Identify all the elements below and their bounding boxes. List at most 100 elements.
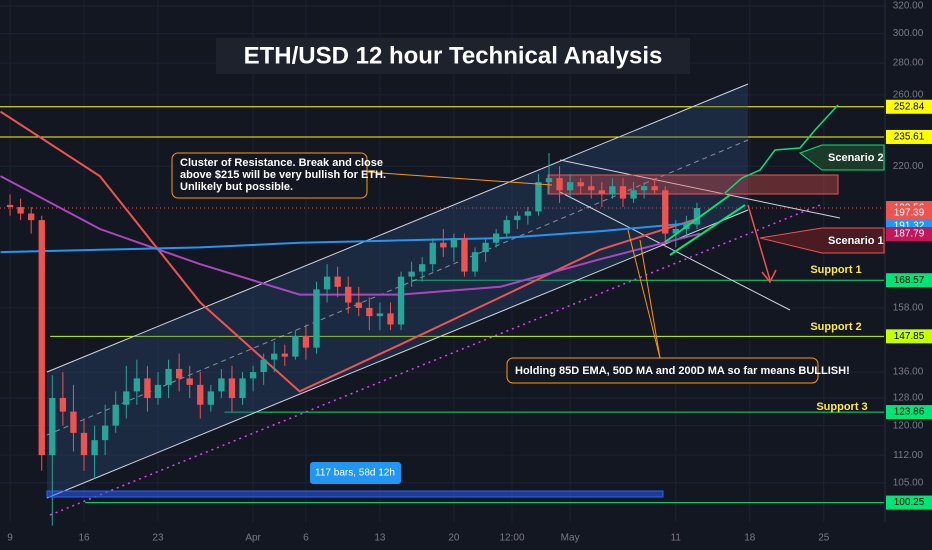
x-tick-label: 12:00 — [499, 533, 524, 544]
price-tag-label: 100.25 — [894, 497, 925, 508]
candle-body — [598, 190, 606, 195]
candle-body — [640, 186, 648, 191]
x-tick-label: 20 — [448, 533, 460, 544]
y-tick-label: 136.00 — [893, 367, 924, 378]
candle-body — [566, 182, 574, 191]
support-label: Support 2 — [810, 321, 861, 333]
price-tag-label: 191.32 — [894, 221, 925, 232]
descending-line — [559, 159, 841, 219]
note-text: Unlikely but possible. — [180, 181, 293, 193]
y-tick-label: 260.00 — [893, 89, 924, 100]
candle-body — [556, 178, 563, 191]
x-tick-label: 18 — [744, 533, 756, 544]
price-tag-label: 187.79 — [894, 229, 925, 240]
note-box — [506, 357, 819, 384]
x-tick-label: 25 — [818, 533, 830, 544]
price-tag-label: 147.85 — [894, 331, 925, 342]
range-label-box — [310, 462, 401, 484]
candle-body — [323, 276, 331, 290]
candle-body — [144, 378, 151, 399]
candle-body — [175, 368, 183, 379]
connector — [366, 171, 553, 186]
channel-lower — [46, 209, 749, 499]
trend-dotted — [49, 204, 821, 516]
y-tick-label: 128.00 — [893, 393, 924, 404]
candle-body — [630, 190, 637, 199]
y-tick-label: 105.00 — [893, 477, 924, 488]
candle-body — [376, 313, 384, 317]
scenario-box — [798, 144, 885, 171]
candle-body — [408, 271, 415, 277]
price-tag-label: 252.84 — [894, 101, 925, 112]
candle-body — [662, 190, 669, 234]
candle-body — [429, 242, 436, 265]
flag-line — [664, 194, 731, 243]
candle-body — [260, 359, 267, 373]
x-tick-label: 11 — [671, 533, 682, 544]
candle-body — [17, 207, 24, 214]
candle-body — [112, 404, 119, 426]
y-tick-label: 300.00 — [893, 28, 924, 39]
candle-body — [334, 276, 341, 287]
price-tag — [886, 129, 932, 144]
moving-average — [0, 110, 701, 393]
candle-body — [313, 289, 320, 348]
x-tick-label: May — [561, 533, 580, 544]
candle-body — [693, 208, 701, 225]
range-label: 117 bars, 58d 12h — [315, 468, 395, 479]
connector — [627, 229, 661, 359]
price-tag — [886, 205, 932, 220]
x-tick-label: 9 — [7, 533, 13, 544]
note-text: Holding 85D EMA, 50D MA and 200D MA so f… — [515, 365, 850, 377]
arrow-head — [761, 269, 777, 284]
candle-body — [28, 213, 35, 221]
candle-body — [397, 276, 405, 325]
candle-body — [91, 440, 98, 456]
support-label: Support 3 — [816, 401, 867, 413]
candle-body — [165, 368, 172, 385]
candle-body — [345, 286, 352, 303]
scenario-label: Scenario 1 (B — [828, 235, 898, 247]
scenario-label: Scenario 2 (B — [828, 152, 898, 164]
candle-body — [524, 211, 532, 216]
candle-body — [450, 238, 458, 248]
candle-body — [197, 384, 204, 405]
y-tick-label: 158.00 — [893, 303, 924, 314]
candle-body — [218, 378, 225, 392]
candle-body — [514, 215, 521, 221]
candle-body — [101, 425, 109, 441]
candle-body — [609, 186, 616, 195]
candle-body — [492, 233, 500, 243]
candle-body — [281, 353, 288, 357]
x-tick-label: 6 — [303, 533, 309, 544]
candle-body — [228, 378, 236, 399]
note-text: above $215 will be very bullish for ETH. — [180, 169, 386, 181]
candle-body — [672, 229, 679, 234]
note-box — [171, 152, 368, 199]
x-tick-label: 16 — [78, 533, 90, 544]
candle-body — [545, 178, 553, 183]
candle-body — [419, 264, 426, 272]
candle-body — [70, 411, 77, 433]
y-tick-label: 320.00 — [893, 1, 924, 12]
candle-body — [249, 372, 257, 379]
channel-upper — [46, 83, 749, 373]
candle-body — [503, 220, 510, 234]
candle-body — [366, 307, 373, 317]
candle-body — [588, 186, 595, 191]
connector — [639, 239, 661, 359]
scenario-path — [747, 204, 771, 281]
x-tick-label: 23 — [152, 533, 164, 544]
range-bar — [46, 490, 664, 498]
candle-body — [154, 384, 162, 399]
scenario-path — [724, 104, 839, 194]
note-text: Cluster of Resistance. Break and close — [180, 157, 383, 169]
price-tag — [886, 227, 932, 242]
candle-body — [49, 398, 56, 456]
channel-mid — [46, 139, 749, 436]
title-box — [216, 38, 690, 74]
chart-title: ETH/USD 12 hour Technical Analysis — [244, 42, 663, 69]
candle-body — [651, 186, 658, 191]
